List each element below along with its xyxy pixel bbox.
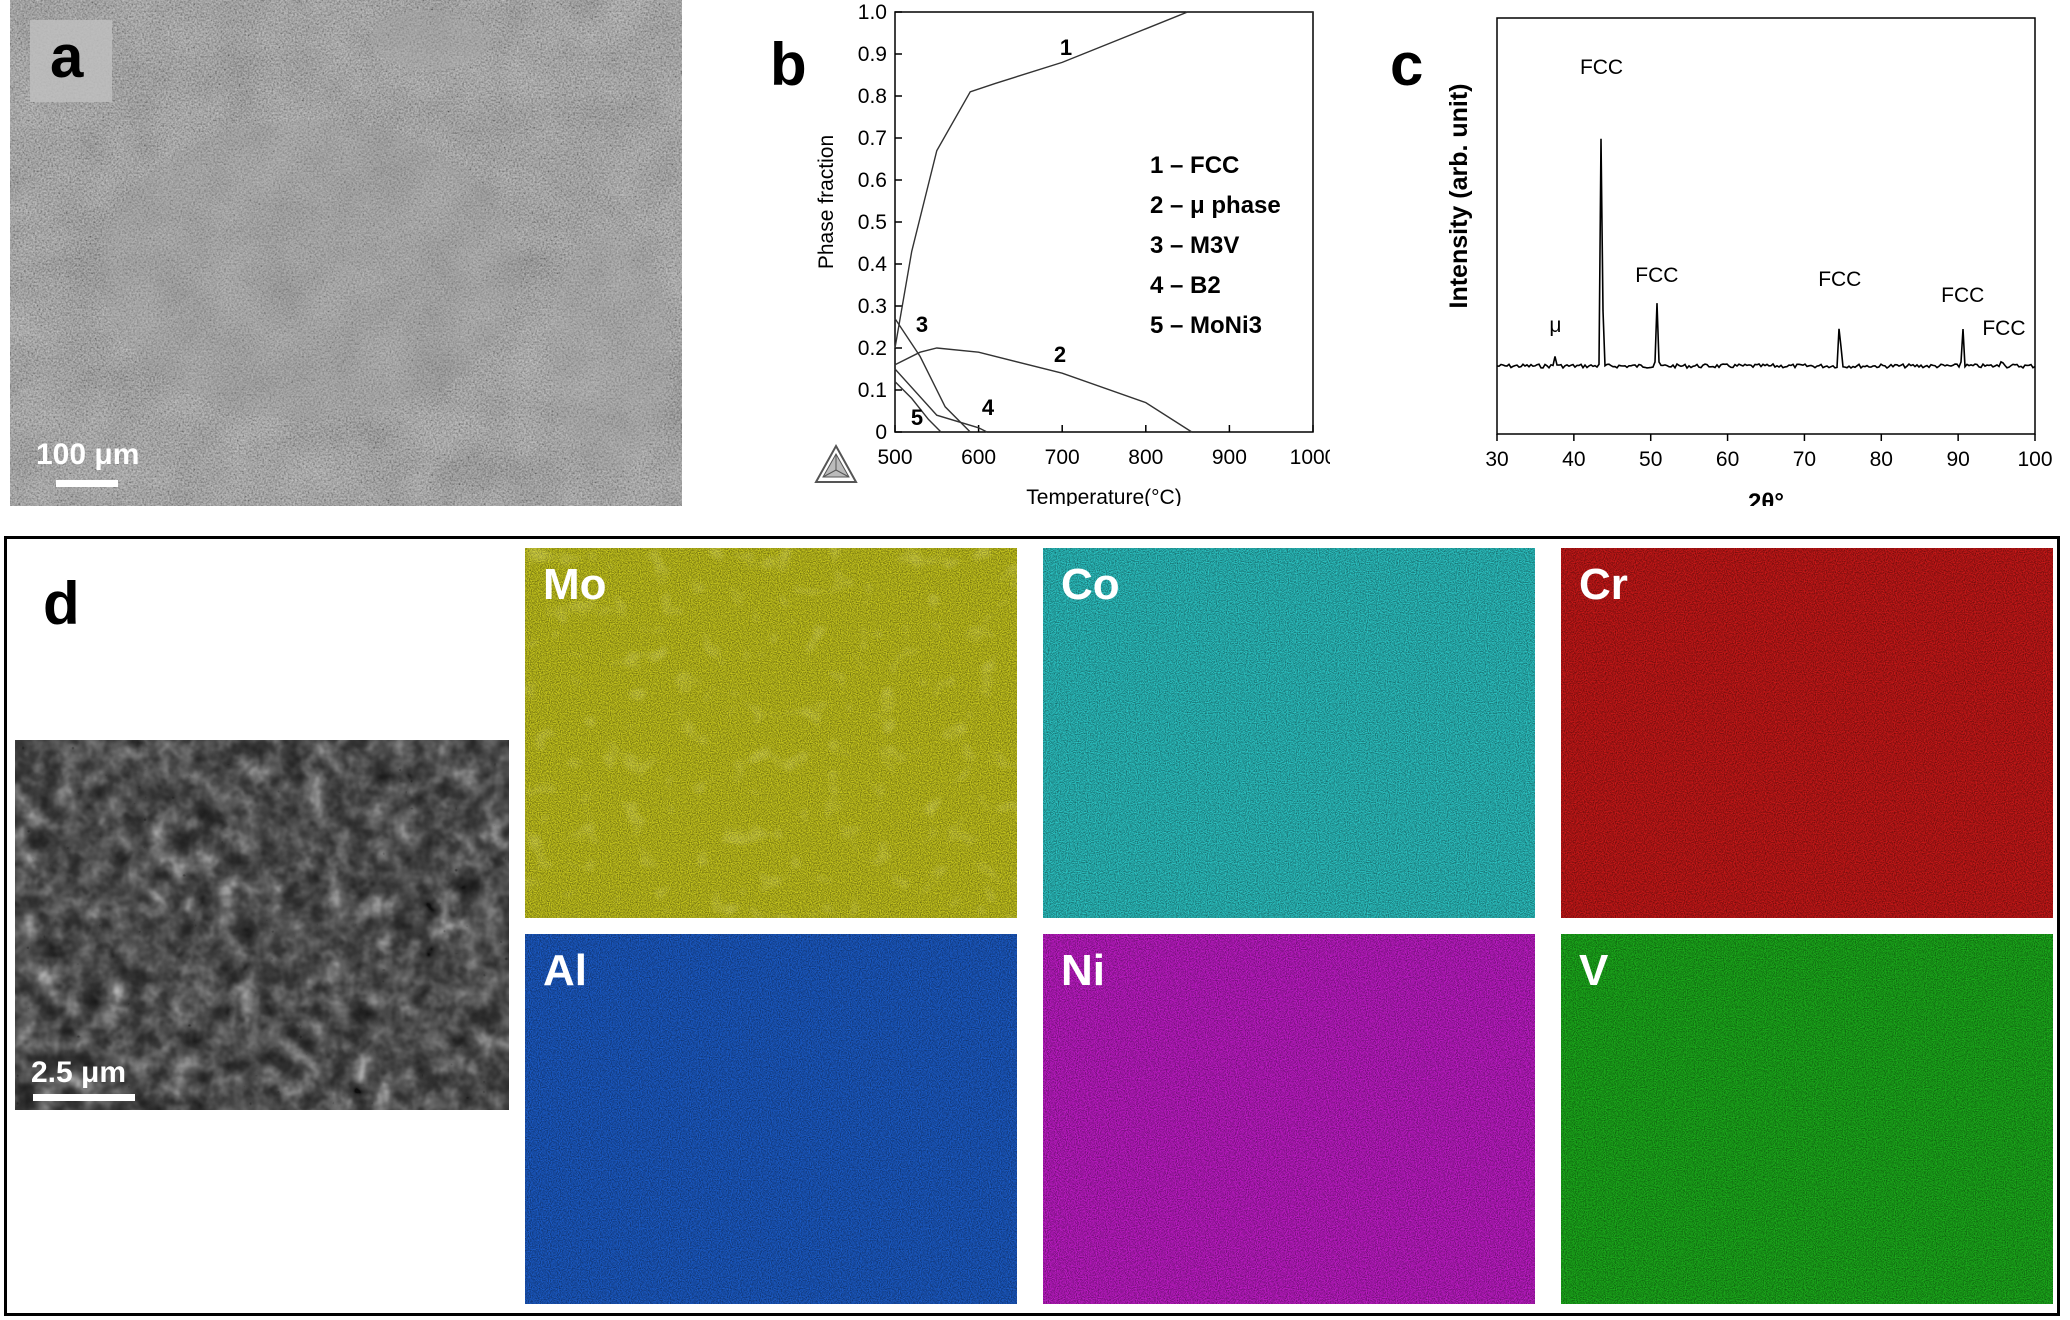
x-tick-label: 900 (1212, 446, 1247, 469)
y-tick-label: 1.0 (858, 1, 887, 24)
x-tick-label: 60 (1716, 448, 1739, 471)
scale-bar-a (56, 480, 118, 487)
curve-label-2: 2 (1054, 342, 1066, 367)
series-line-4 (894, 368, 988, 433)
x-tick-label: 600 (961, 446, 996, 469)
scale-bar-d (33, 1094, 135, 1101)
x-tick-label: 80 (1870, 448, 1893, 471)
y-axis-label: Phase fraction (815, 135, 838, 269)
y-axis-label: Intensity (arb. unit) (1445, 84, 1473, 309)
element-map-v: V (1561, 934, 2053, 1304)
element-map-label: V (1579, 946, 1609, 995)
element-map-co: Co (1043, 548, 1535, 918)
y-tick-label: 0.1 (858, 379, 887, 402)
panel-letter-b: b (770, 31, 807, 98)
map-noise (525, 934, 1017, 1304)
eds-mapping-panel-d: d (4, 536, 2060, 1316)
curve-label-4: 4 (982, 395, 995, 420)
sem-micrograph-image (10, 0, 682, 506)
element-map-label: Cr (1579, 560, 1628, 609)
legend-entry-5: 5 – MoNi3 (1150, 312, 1262, 339)
map-noise (1043, 548, 1535, 918)
y-tick-label: 0.2 (858, 337, 887, 360)
peak-label-1: μ (1549, 314, 1561, 337)
element-map-ni: Ni (1043, 934, 1535, 1304)
element-map-mo: Mo (525, 548, 1017, 918)
sem-detail-image: 2.5 μm (15, 740, 509, 1110)
legend-entry-2: 2 – μ phase (1150, 192, 1281, 219)
map-noise (1561, 934, 2053, 1304)
x-tick-label: 50 (1639, 448, 1662, 471)
sem-micrograph-panel-a: a 100 μm (10, 0, 682, 506)
x-tick-label: 800 (1128, 446, 1163, 469)
series-line-5 (894, 381, 942, 433)
scale-bar-label-d: 2.5 μm (31, 1056, 127, 1089)
x-tick-label: 30 (1485, 448, 1508, 471)
peak-label-3: FCC (1635, 264, 1678, 287)
legend-entry-3: 3 – M3V (1150, 232, 1239, 259)
y-tick-label: 0.8 (858, 85, 887, 108)
x-tick-label: 700 (1045, 446, 1080, 469)
xrd-chart: 30 40 50 60 70 80 90 100 2θ° Intensity (arb. unit… (1445, 17, 2053, 506)
series-line-2 (894, 347, 1193, 433)
curve-label-3: 3 (916, 312, 928, 337)
y-tick-label: 0.9 (858, 43, 887, 66)
series-line-3 (894, 318, 971, 433)
series-line-1 (894, 11, 1313, 349)
panel-letter-c: c (1390, 31, 1424, 98)
element-map-label: Mo (543, 560, 607, 609)
element-map-label: Co (1061, 560, 1120, 609)
peak-label-2: FCC (1580, 56, 1623, 79)
y-tick-label: 0.6 (858, 169, 887, 192)
peak-label-5: FCC (1941, 284, 1984, 307)
map-highlights (525, 548, 1017, 918)
y-tick-label: 0.7 (858, 127, 887, 150)
element-map-al: Al (525, 934, 1017, 1304)
y-tick-label: 0.3 (858, 295, 887, 318)
x-tick-label: 100 (2017, 448, 2052, 471)
xrd-pattern-line (1496, 138, 2036, 370)
xrd-chart-panel-c: c 30 40 50 60 70 80 90 100 2θ° Intensity (arb. un… (1390, 0, 2070, 506)
panel-letter-a: a (50, 23, 84, 90)
thermocalc-logo-icon (814, 443, 858, 483)
x-axis-label: 2θ° (1748, 489, 1784, 506)
x-tick-label: 70 (1793, 448, 1816, 471)
curve-label-1: 1 (1060, 35, 1072, 60)
x-tick-label: 500 (877, 446, 912, 469)
element-map-cr: Cr (1561, 548, 2053, 918)
element-map-graphic (1043, 934, 1535, 1304)
legend-entry-4: 4 – B2 (1150, 272, 1221, 299)
element-map-graphic (1561, 934, 2053, 1304)
y-tick-label: 0 (875, 421, 887, 444)
y-tick-label: 0.5 (858, 211, 887, 234)
plot-frame (1496, 17, 2036, 435)
curve-label-5: 5 (911, 405, 923, 430)
x-axis-label: Temperature(°C) (1026, 486, 1181, 506)
element-map-graphic (525, 934, 1017, 1304)
peak-label-6: FCC (1982, 317, 2025, 340)
element-map-label: Al (543, 946, 587, 995)
scale-bar-label-a: 100 μm (36, 438, 140, 471)
y-tick-label: 0.4 (858, 253, 888, 276)
logo-triangle-outer (814, 443, 858, 483)
plot-frame (894, 11, 1314, 433)
panel-letter-d: d (43, 570, 80, 637)
element-map-graphic (1043, 548, 1535, 918)
sem-detail-graphic (15, 740, 509, 1110)
element-map-graphic (525, 548, 1017, 918)
logo-line (835, 469, 850, 478)
logo-line (822, 469, 837, 478)
map-noise (1561, 548, 2053, 918)
x-tick-label: 90 (1946, 448, 1969, 471)
map-noise (1043, 934, 1535, 1304)
panel-letter-box (30, 20, 112, 102)
peak-label-4: FCC (1818, 268, 1861, 291)
legend-entry-1: 1 – FCC (1150, 152, 1239, 179)
element-map-label: Ni (1061, 946, 1105, 995)
x-tick-label: 40 (1562, 448, 1585, 471)
element-map-graphic (1561, 548, 2053, 918)
